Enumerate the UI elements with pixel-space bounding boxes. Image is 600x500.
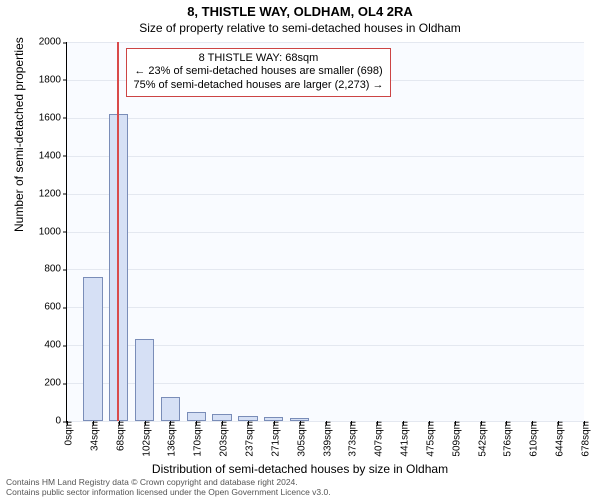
- x-tick-label: 102sqm: [137, 421, 152, 457]
- x-tick-label: 373sqm: [344, 421, 359, 457]
- plot-area: 02004006008001000120014001600180020000sq…: [66, 42, 584, 422]
- annotation-line: 8 THISTLE WAY: 68sqm: [133, 52, 383, 66]
- y-tick-label: 1200: [39, 188, 67, 199]
- histogram-bar: [135, 339, 154, 421]
- x-tick-label: 407sqm: [370, 421, 385, 457]
- annotation-line: 75% of semi-detached houses are larger (…: [133, 79, 383, 93]
- histogram-bar: [109, 114, 128, 421]
- y-tick-label: 1000: [39, 226, 67, 237]
- x-tick-label: 678sqm: [577, 421, 592, 457]
- x-tick-label: 136sqm: [163, 421, 178, 457]
- x-tick-label: 339sqm: [318, 421, 333, 457]
- histogram-bar: [264, 417, 283, 421]
- chart-title-block: 8, THISTLE WAY, OLDHAM, OL4 2RA Size of …: [0, 0, 600, 35]
- x-tick-label: 509sqm: [447, 421, 462, 457]
- x-tick-label: 203sqm: [215, 421, 230, 457]
- x-tick-label: 68sqm: [111, 421, 126, 451]
- x-axis-label: Distribution of semi-detached houses by …: [0, 462, 600, 476]
- x-tick-label: 441sqm: [396, 421, 411, 457]
- gridline: [67, 194, 584, 195]
- title-sub: Size of property relative to semi-detach…: [0, 21, 600, 35]
- y-tick-label: 400: [44, 340, 67, 351]
- footer-line-2: Contains public sector information licen…: [6, 488, 594, 498]
- title-main: 8, THISTLE WAY, OLDHAM, OL4 2RA: [0, 4, 600, 19]
- annotation-box: 8 THISTLE WAY: 68sqm← 23% of semi-detach…: [126, 48, 390, 97]
- y-tick-label: 1800: [39, 74, 67, 85]
- y-tick-label: 200: [44, 378, 67, 389]
- x-tick-label: 237sqm: [240, 421, 255, 457]
- histogram-bar: [161, 397, 180, 421]
- histogram-bar: [238, 416, 257, 421]
- y-tick-label: 600: [44, 302, 67, 313]
- x-tick-label: 576sqm: [499, 421, 514, 457]
- annotation-line: ← 23% of semi-detached houses are smalle…: [133, 65, 383, 79]
- x-tick-label: 305sqm: [292, 421, 307, 457]
- x-tick-label: 644sqm: [551, 421, 566, 457]
- x-tick-label: 542sqm: [473, 421, 488, 457]
- y-axis-label: Number of semi-detached properties: [12, 37, 26, 232]
- histogram-bar: [290, 418, 309, 421]
- y-tick-label: 800: [44, 264, 67, 275]
- gridline: [67, 156, 584, 157]
- x-tick-label: 271sqm: [266, 421, 281, 457]
- x-tick-label: 0sqm: [60, 421, 75, 445]
- gridline: [67, 42, 584, 43]
- histogram-bar: [83, 277, 102, 421]
- x-tick-label: 170sqm: [189, 421, 204, 457]
- reference-marker-line: [117, 42, 119, 421]
- x-tick-label: 34sqm: [85, 421, 100, 451]
- y-tick-label: 1400: [39, 150, 67, 161]
- gridline: [67, 269, 584, 270]
- histogram-bar: [187, 412, 206, 421]
- footer-attribution: Contains HM Land Registry data © Crown c…: [6, 478, 594, 498]
- histogram-bar: [212, 414, 231, 421]
- gridline: [67, 232, 584, 233]
- x-tick-label: 610sqm: [525, 421, 540, 457]
- x-tick-label: 475sqm: [421, 421, 436, 457]
- gridline: [67, 307, 584, 308]
- chart-area: 02004006008001000120014001600180020000sq…: [66, 42, 584, 422]
- y-tick-label: 2000: [39, 37, 67, 48]
- y-tick-label: 1600: [39, 112, 67, 123]
- gridline: [67, 118, 584, 119]
